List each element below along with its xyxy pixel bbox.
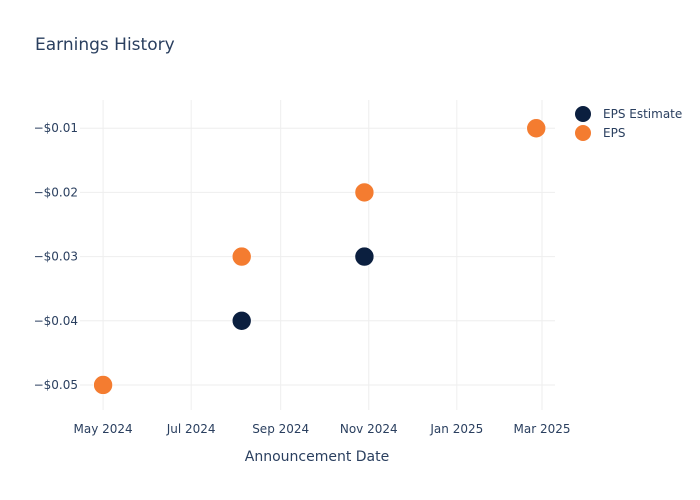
y-axis-ticks: −$0.05 −$0.04 −$0.03 −$0.02 −$0.01 xyxy=(34,121,78,392)
data-point[interactable] xyxy=(231,310,252,331)
y-tick-label: −$0.03 xyxy=(34,250,78,264)
data-point[interactable] xyxy=(526,118,547,139)
data-point[interactable] xyxy=(354,182,375,203)
chart-title: Earnings History xyxy=(35,35,175,55)
y-tick-label: −$0.01 xyxy=(34,121,78,135)
x-tick-label: Nov 2024 xyxy=(340,422,398,436)
legend-marker[interactable] xyxy=(575,125,591,141)
legend-marker[interactable] xyxy=(575,106,591,122)
y-tick-label: −$0.05 xyxy=(34,378,78,392)
legend-label[interactable]: EPS xyxy=(603,126,625,140)
series-1 xyxy=(93,118,547,395)
x-tick-label: Jul 2024 xyxy=(166,422,216,436)
y-tick-label: −$0.02 xyxy=(34,185,78,199)
x-tick-label: Jan 2025 xyxy=(429,422,483,436)
legend: EPS Estimate EPS xyxy=(575,106,682,141)
x-tick-label: Mar 2025 xyxy=(514,422,571,436)
x-axis-ticks: May 2024 Jul 2024 Sep 2024 Nov 2024 Jan 2025… xyxy=(74,422,571,436)
x-tick-label: May 2024 xyxy=(74,422,133,436)
y-tick-label: −$0.04 xyxy=(34,314,78,328)
grid-lines xyxy=(80,100,555,410)
x-axis-title: Announcement Date xyxy=(245,449,389,465)
data-points xyxy=(93,118,547,395)
legend-label[interactable]: EPS Estimate xyxy=(603,107,682,121)
data-point[interactable] xyxy=(231,246,252,267)
x-tick-label: Sep 2024 xyxy=(252,422,309,436)
data-point[interactable] xyxy=(354,246,375,267)
data-point[interactable] xyxy=(93,375,113,395)
